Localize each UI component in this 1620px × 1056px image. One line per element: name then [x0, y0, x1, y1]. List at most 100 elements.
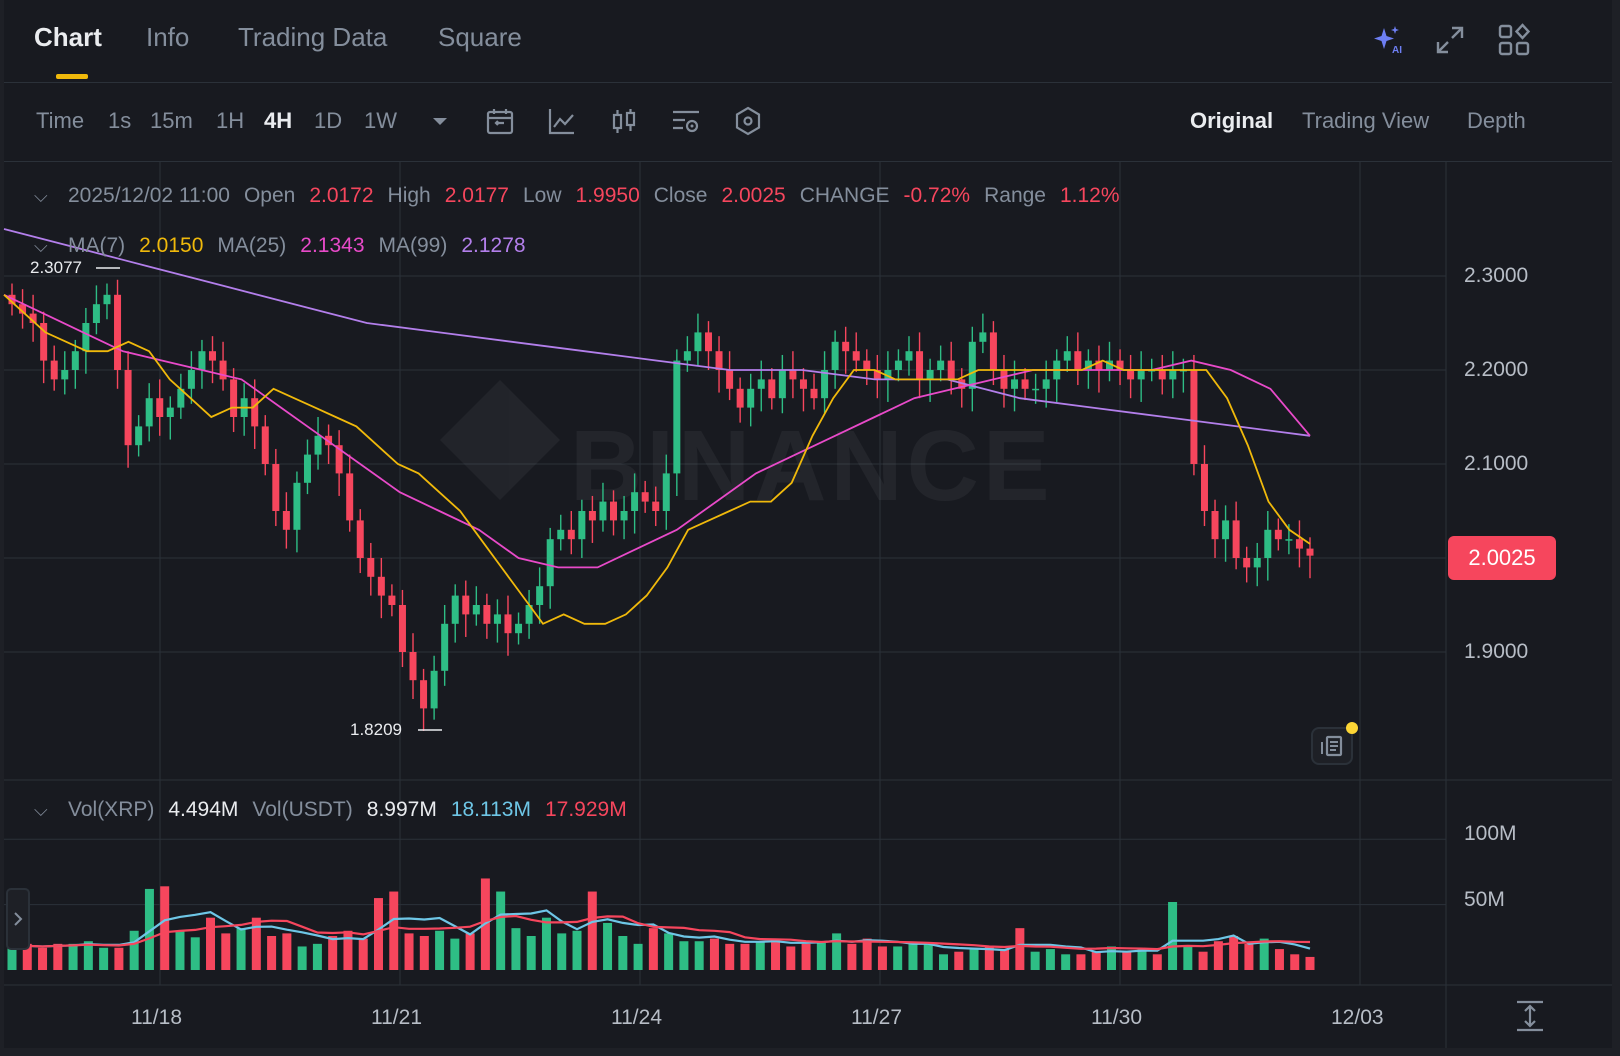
volume-bar: [1000, 949, 1010, 970]
ma7-line: [3, 294, 1311, 625]
volume-bar: [847, 943, 857, 970]
volume-bar: [496, 891, 506, 970]
close-value: 2.0025: [721, 184, 786, 207]
news-feed-icon[interactable]: [1310, 720, 1358, 768]
candle-body: [1158, 370, 1166, 380]
candle-body: [715, 351, 723, 370]
candle-body: [578, 511, 586, 540]
chevron-down-icon[interactable]: ⌵: [34, 236, 48, 256]
volume-bar: [465, 933, 475, 970]
candle-body: [451, 595, 459, 624]
tab-trading-data[interactable]: Trading Data: [238, 22, 388, 52]
volume-bar: [251, 917, 261, 970]
volume-bar: [664, 933, 674, 970]
view-trading-view[interactable]: Trading View: [1302, 108, 1430, 133]
vol-tick: 50M: [1464, 888, 1505, 911]
ohlc-date: 2025/12/02 11:00: [68, 184, 230, 207]
candle-body: [1074, 351, 1082, 370]
volume-bar: [190, 937, 200, 970]
candle-body: [958, 379, 966, 389]
timeframe-1s[interactable]: 1s: [108, 108, 132, 133]
line-chart-icon[interactable]: [546, 105, 578, 137]
chevron-down-icon[interactable]: ⌵: [34, 186, 48, 206]
candle-body: [905, 351, 913, 361]
view-depth[interactable]: Depth: [1467, 108, 1526, 133]
tab-square[interactable]: Square: [438, 22, 522, 52]
candle-body: [198, 351, 206, 370]
volume-bar: [450, 938, 460, 970]
calendar-icon[interactable]: [484, 105, 516, 137]
candle-body: [599, 501, 607, 521]
volume-bar: [816, 941, 826, 970]
y-tick: 1.9000: [1464, 640, 1529, 663]
ai-sparkle-icon[interactable]: AI: [1370, 22, 1406, 58]
ma99-label: MA(99): [378, 234, 448, 257]
timeframe-1h[interactable]: 1H: [216, 108, 245, 133]
timeframe-1w[interactable]: 1W: [364, 108, 397, 133]
candle-body: [852, 351, 860, 361]
tab-chart[interactable]: Chart: [34, 22, 102, 52]
candle-body: [1264, 529, 1272, 558]
axis-scale-icon[interactable]: [1512, 998, 1548, 1034]
volume-bar: [771, 938, 781, 970]
chevron-down-icon[interactable]: ⌵: [34, 800, 48, 820]
volume-bar: [1091, 951, 1101, 970]
volume-bar: [267, 936, 277, 970]
volume-bar: [297, 946, 307, 970]
volume-bar: [1076, 954, 1086, 970]
candle-body: [778, 370, 786, 399]
volume-bar: [1168, 902, 1178, 970]
view-original[interactable]: Original: [1190, 108, 1274, 133]
volume-bar: [373, 898, 383, 970]
candle-body: [293, 482, 301, 530]
timeframe-time[interactable]: Time: [36, 108, 85, 133]
timeframe-1d[interactable]: 1D: [314, 108, 343, 133]
candle-body: [1274, 529, 1282, 540]
hexagon-settings-icon[interactable]: [732, 105, 764, 137]
candle-body: [1295, 539, 1303, 549]
volume-bar: [1122, 951, 1132, 970]
volume-bar: [587, 891, 597, 970]
candle-body: [641, 492, 649, 502]
volume-bar: [679, 941, 689, 970]
volume-bar: [328, 936, 338, 970]
volume-bar: [236, 928, 246, 970]
candle-body: [187, 370, 195, 389]
volume-bar: [404, 933, 414, 970]
range-label: Range: [984, 184, 1046, 207]
candle-body: [472, 605, 480, 615]
settings-list-icon[interactable]: [670, 105, 702, 137]
candle-body: [810, 388, 818, 399]
candle-body: [789, 370, 797, 380]
layout-grid-icon[interactable]: [1496, 22, 1532, 58]
timeframe-15m[interactable]: 15m: [150, 108, 193, 133]
volume-bar: [709, 938, 719, 970]
expand-sidebar-button[interactable]: [6, 888, 30, 950]
volume-bar: [1030, 951, 1040, 970]
candle-body: [367, 558, 375, 577]
candle-body: [219, 360, 227, 380]
volume-bar: [557, 933, 567, 970]
ohlc-legend: ⌵ 2025/12/02 11:00 Open 2.0172 High 2.0177 Low…: [34, 184, 1134, 208]
candle-body: [504, 614, 512, 634]
candle-body: [631, 492, 639, 511]
candle-body: [441, 623, 449, 671]
timeframe-dropdown-icon[interactable]: [424, 105, 456, 137]
ma99-line: [3, 228, 1311, 437]
candle-body: [683, 351, 691, 361]
candle-body: [1253, 558, 1261, 568]
volume-bar: [206, 917, 216, 970]
open-value: 2.0172: [309, 184, 374, 207]
candle-body: [989, 332, 997, 370]
tab-info[interactable]: Info: [146, 22, 190, 52]
x-tick: 11/24: [611, 1006, 662, 1029]
expand-icon[interactable]: [1432, 22, 1468, 58]
candle-body: [821, 370, 829, 399]
volume-bar: [83, 941, 93, 970]
current-price-tag: 2.0025: [1448, 536, 1556, 580]
candlestick-icon[interactable]: [608, 105, 640, 137]
volume-bar: [312, 943, 322, 970]
timeframe-4h[interactable]: 4H: [264, 108, 293, 133]
volume-bar: [1213, 941, 1223, 970]
